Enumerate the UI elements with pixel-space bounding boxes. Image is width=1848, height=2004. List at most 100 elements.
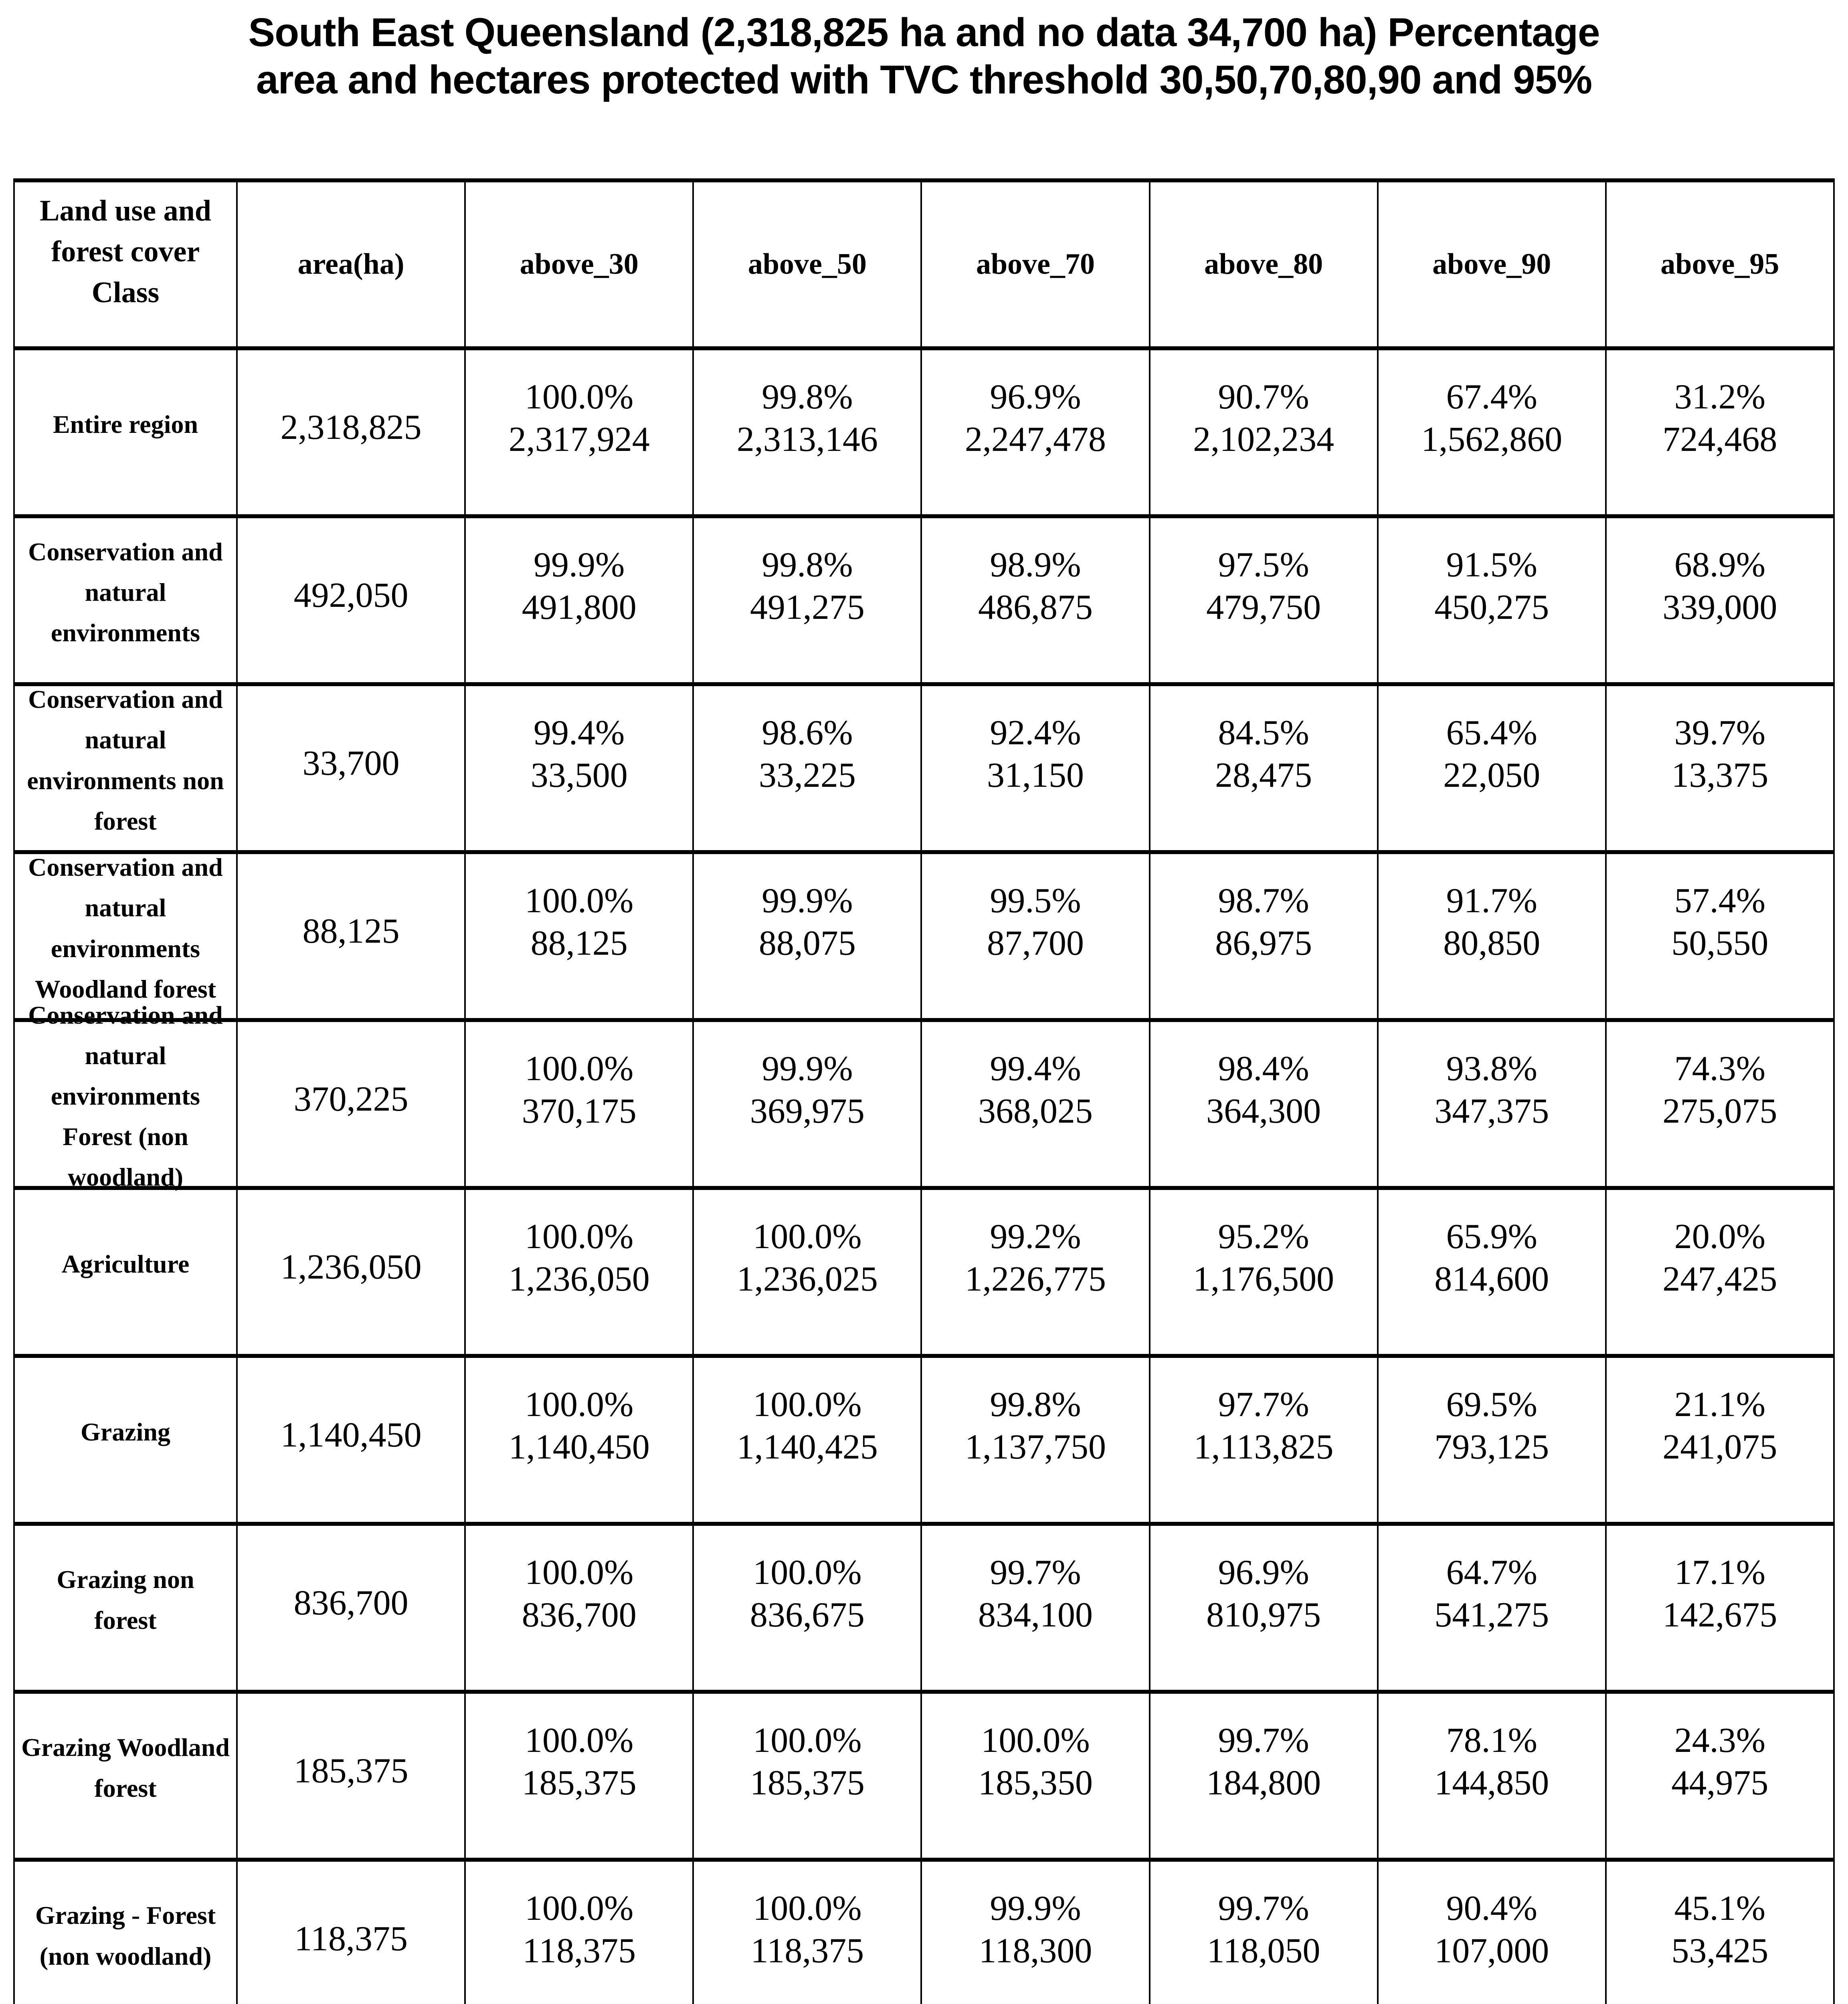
cell-above-95: 31.2% 724,468 [1605,346,1835,518]
col-header-class: Land use and forest cover Class [13,178,238,350]
col-header-above-30: above_30 [464,178,694,350]
cell-above-90: 69.5% 793,125 [1377,1354,1607,1526]
cell-above-80: 90.7% 2,102,234 [1148,346,1379,518]
row-label: Conservation and natural environments no… [13,682,238,854]
cell-above-80: 98.7% 86,975 [1148,850,1379,1022]
cell-above-90: 65.9% 814,600 [1377,1186,1607,1358]
cell-above-95: 24.3% 44,975 [1605,1690,1835,1862]
cell-above-30: 99.9% 491,800 [464,514,694,686]
cell-above-95: 20.0% 247,425 [1605,1186,1835,1358]
cell-above-90: 91.5% 450,275 [1377,514,1607,686]
table-row: Grazing - Forest (non woodland) 118,375 10… [13,1858,1835,2004]
cell-above-50: 100.0% 1,236,025 [692,1186,922,1358]
cell-above-70: 98.9% 486,875 [920,514,1150,686]
header-row: Land use and forest cover Class area(ha) a… [13,178,1835,350]
cell-above-70: 99.2% 1,226,775 [920,1186,1150,1358]
cell-area-ha: 33,700 [236,682,466,854]
cell-area-ha: 118,375 [236,1858,466,2004]
row-label: Grazing non forest [13,1522,238,1694]
cell-above-70: 99.4% 368,025 [920,1018,1150,1190]
row-label: Conservation and natural environments [13,514,238,686]
row-label: Conservation and natural environments Fo… [13,1001,238,1191]
cell-above-50: 99.9% 369,975 [692,1018,922,1190]
cell-above-30: 100.0% 836,700 [464,1522,694,1694]
cell-area-ha: 1,140,450 [236,1354,466,1526]
cell-above-90: 78.1% 144,850 [1377,1690,1607,1862]
cell-above-30: 100.0% 2,317,924 [464,346,694,518]
cell-above-30: 100.0% 88,125 [464,850,694,1022]
cell-above-80: 99.7% 184,800 [1148,1690,1379,1862]
cell-area-ha: 88,125 [236,850,466,1022]
cell-above-90: 64.7% 541,275 [1377,1522,1607,1694]
cell-above-95: 17.1% 142,675 [1605,1522,1835,1694]
col-header-above-70: above_70 [920,178,1150,350]
row-label: Grazing Woodland forest [13,1690,238,1862]
table-row: Grazing Woodland forest 185,375 100.0% 185,… [13,1690,1835,1862]
cell-above-70: 92.4% 31,150 [920,682,1150,854]
cell-above-80: 84.5% 28,475 [1148,682,1379,854]
cell-above-70: 96.9% 2,247,478 [920,346,1150,518]
cell-above-90: 65.4% 22,050 [1377,682,1607,854]
cell-area-ha: 185,375 [236,1690,466,1862]
cell-above-30: 100.0% 370,175 [464,1018,694,1190]
table-row: Conservation and natural environments no… [13,682,1835,854]
cell-above-70: 99.8% 1,137,750 [920,1354,1150,1526]
cell-above-70: 99.9% 118,300 [920,1858,1150,2004]
cell-above-50: 100.0% 836,675 [692,1522,922,1694]
cell-above-50: 100.0% 1,140,425 [692,1354,922,1526]
cell-above-90: 91.7% 80,850 [1377,850,1607,1022]
cell-above-50: 99.8% 2,313,146 [692,346,922,518]
table-row: Agriculture 1,236,050 100.0% 1,236,050 100.0… [13,1186,1835,1358]
table-row: Conservation and natural environments Fo… [13,1001,1835,1191]
cell-above-95: 68.9% 339,000 [1605,514,1835,686]
cell-above-30: 99.4% 33,500 [464,682,694,854]
col-header-area-ha: area(ha) [236,178,466,350]
col-header-above-50: above_50 [692,178,922,350]
cell-above-80: 97.5% 479,750 [1148,514,1379,686]
table-row: Grazing 1,140,450 100.0% 1,140,450 100.0% 1,1… [13,1354,1835,1526]
row-label: Entire region [13,346,238,518]
cell-above-95: 39.7% 13,375 [1605,682,1835,854]
col-header-above-90: above_90 [1377,178,1607,350]
cell-area-ha: 836,700 [236,1522,466,1694]
cell-above-95: 57.4% 50,550 [1605,850,1835,1022]
cell-above-80: 96.9% 810,975 [1148,1522,1379,1694]
cell-above-50: 98.6% 33,225 [692,682,922,854]
cell-above-30: 100.0% 118,375 [464,1858,694,2004]
row-label: Grazing [13,1354,238,1526]
cell-above-90: 93.8% 347,375 [1377,1018,1607,1190]
table-row: Grazing non forest 836,700 100.0% 836,700 10… [13,1522,1835,1694]
cell-above-70: 99.7% 834,100 [920,1522,1150,1694]
cell-above-80: 97.7% 1,113,825 [1148,1354,1379,1526]
cell-above-70: 100.0% 185,350 [920,1690,1150,1862]
cell-above-50: 100.0% 118,375 [692,1858,922,2004]
cell-above-80: 99.7% 118,050 [1148,1858,1379,2004]
cell-above-95: 74.3% 275,075 [1605,1018,1835,1190]
row-label: Grazing - Forest (non woodland) [13,1858,238,2004]
cell-above-80: 95.2% 1,176,500 [1148,1186,1379,1358]
cell-above-80: 98.4% 364,300 [1148,1018,1379,1190]
cell-area-ha: 370,225 [236,1018,466,1190]
cell-above-30: 100.0% 1,140,450 [464,1354,694,1526]
table-row: Conservation and natural environments 492… [13,514,1835,686]
cell-area-ha: 492,050 [236,514,466,686]
cell-above-90: 90.4% 107,000 [1377,1858,1607,2004]
cell-above-30: 100.0% 185,375 [464,1690,694,1862]
tvc-threshold-table: Land use and forest cover Class area(ha) a… [13,178,1835,2004]
col-header-above-80: above_80 [1148,178,1379,350]
cell-above-70: 99.5% 87,700 [920,850,1150,1022]
table-row: Conservation and natural environments Wo… [13,850,1835,1022]
row-label: Agriculture [13,1186,238,1358]
cell-above-50: 100.0% 185,375 [692,1690,922,1862]
cell-above-95: 45.1% 53,425 [1605,1858,1835,2004]
table-row: Entire region 2,318,825 100.0% 2,317,924 99.… [13,346,1835,518]
cell-area-ha: 1,236,050 [236,1186,466,1358]
cell-above-30: 100.0% 1,236,050 [464,1186,694,1358]
cell-above-95: 21.1% 241,075 [1605,1354,1835,1526]
cell-above-50: 99.9% 88,075 [692,850,922,1022]
col-header-above-95: above_95 [1605,178,1835,350]
cell-above-90: 67.4% 1,562,860 [1377,346,1607,518]
page-title: South East Queensland (2,318,825 ha and … [248,10,1600,102]
cell-area-ha: 2,318,825 [236,346,466,518]
